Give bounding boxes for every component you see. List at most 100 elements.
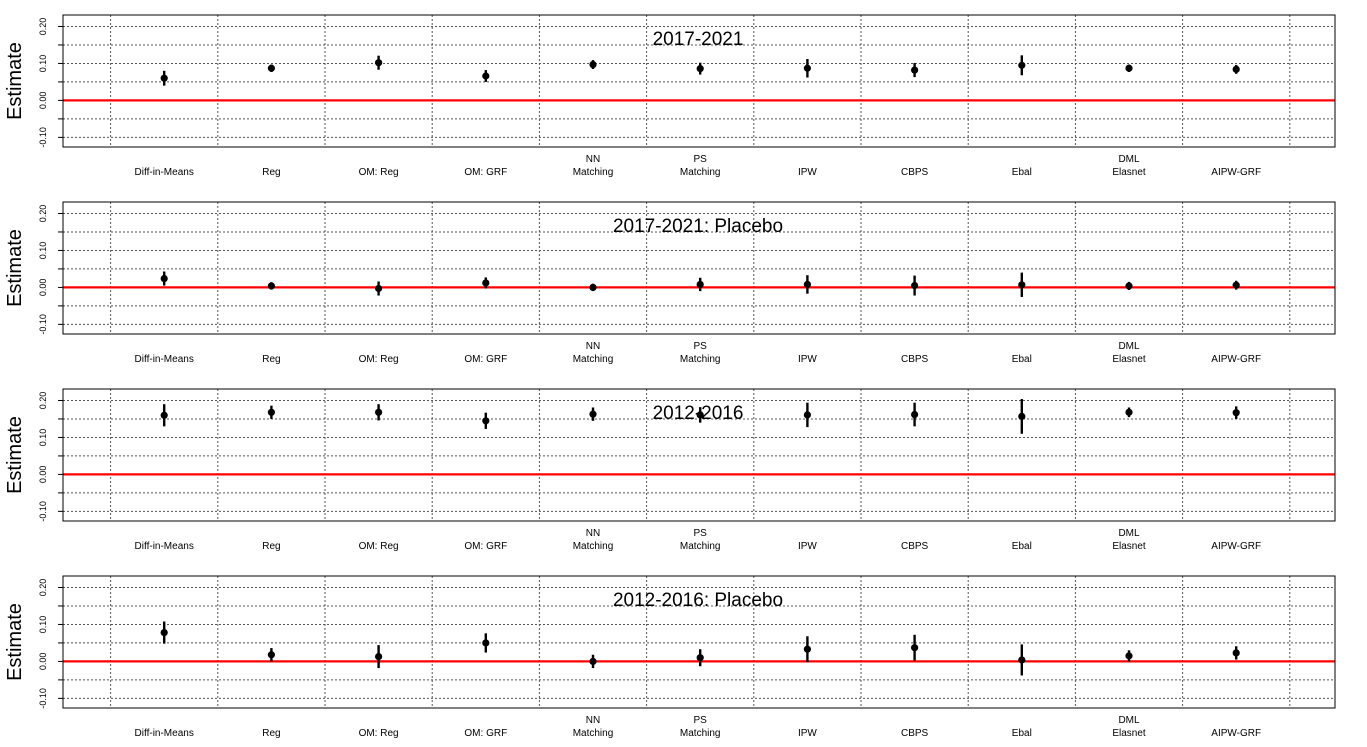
point-estimate bbox=[1232, 649, 1240, 657]
x-tick-label: Ebal bbox=[1012, 167, 1032, 178]
x-tick-label: Matching bbox=[680, 728, 721, 739]
x-tick-label: Matching bbox=[680, 167, 721, 178]
x-tick-label: Reg bbox=[262, 728, 280, 739]
x-tick-label: Diff-in-Means bbox=[135, 728, 194, 739]
point-estimate bbox=[696, 411, 704, 419]
panel-4: -0.10 0.00 0.10 0.20 Estimate Diff-in-Means Re… bbox=[4, 575, 1336, 739]
y-tick-label: 0.10 bbox=[38, 616, 48, 634]
y-tick-label: 0.00 bbox=[38, 466, 48, 484]
point-estimate bbox=[696, 65, 704, 73]
x-tick-label: Elasnet bbox=[1112, 541, 1146, 552]
x-tick-label: Matching bbox=[680, 354, 721, 365]
point-estimate bbox=[375, 59, 383, 67]
x-tick-label: PS bbox=[694, 341, 708, 352]
point-estimate bbox=[1232, 281, 1240, 289]
point-estimate bbox=[482, 279, 490, 287]
x-tick-label: Reg bbox=[262, 354, 280, 365]
point-estimate bbox=[696, 654, 704, 662]
y-tick-label: 0.10 bbox=[38, 55, 48, 73]
point-estimate bbox=[267, 651, 275, 659]
y-tick-label: 0.20 bbox=[38, 205, 48, 223]
y-tick-label: 0.20 bbox=[38, 392, 48, 410]
y-axis-label: Estimate bbox=[4, 229, 26, 307]
point-estimate bbox=[160, 274, 168, 283]
x-tick-label: IPW bbox=[798, 728, 817, 739]
x-tick-label: OM: Reg bbox=[359, 728, 399, 739]
x-tick-label: IPW bbox=[798, 167, 817, 178]
point-estimate bbox=[803, 411, 812, 419]
y-axis-label: Estimate bbox=[4, 42, 26, 120]
x-tick-label: CBPS bbox=[901, 728, 929, 739]
x-tick-label: NN bbox=[586, 528, 600, 539]
x-tick-label: NN bbox=[586, 341, 600, 352]
x-tick-label: Diff-in-Means bbox=[135, 167, 194, 178]
point-estimate bbox=[375, 408, 383, 416]
point-estimate bbox=[267, 64, 275, 72]
point-estimate bbox=[482, 417, 490, 425]
x-tick-label: PS bbox=[694, 154, 708, 165]
point-estimate bbox=[1232, 409, 1240, 417]
point-estimate bbox=[160, 628, 168, 637]
point-estimate bbox=[911, 410, 919, 419]
point-estimate bbox=[911, 644, 919, 652]
x-tick-label: OM: Reg bbox=[359, 354, 399, 365]
point-estimate bbox=[1232, 65, 1240, 73]
x-tick-label: Matching bbox=[573, 354, 614, 365]
plot-frame bbox=[62, 575, 1336, 709]
panel-3: -0.10 0.00 0.10 0.20 Estimate Diff-in-Means Re… bbox=[4, 388, 1336, 552]
x-tick-label: Elasnet bbox=[1112, 728, 1146, 739]
point-estimate bbox=[911, 281, 919, 290]
point-estimate bbox=[696, 280, 704, 289]
x-tick-label: Reg bbox=[262, 541, 280, 552]
point-estimate bbox=[1125, 652, 1133, 660]
x-tick-label: CBPS bbox=[901, 541, 929, 552]
y-tick-label: 0.00 bbox=[38, 653, 48, 671]
x-tick-label: DML bbox=[1118, 154, 1140, 165]
point-estimate bbox=[375, 284, 383, 293]
x-tick-label: AIPW-GRF bbox=[1211, 541, 1261, 552]
x-tick-label: Elasnet bbox=[1112, 354, 1146, 365]
panel-title: 2012-2016: Placebo bbox=[613, 590, 783, 611]
point-estimate bbox=[589, 283, 597, 292]
point-estimate bbox=[375, 652, 383, 661]
point-estimate bbox=[1018, 281, 1026, 289]
point-estimate bbox=[589, 657, 597, 666]
point-estimate bbox=[803, 645, 812, 653]
x-tick-label: Matching bbox=[573, 541, 614, 552]
x-tick-label: OM: GRF bbox=[464, 167, 507, 178]
plot-frame bbox=[62, 201, 1336, 335]
point-estimate bbox=[482, 72, 490, 80]
x-tick-label: OM: Reg bbox=[359, 541, 399, 552]
plot-frame bbox=[62, 14, 1336, 148]
point-estimate bbox=[160, 411, 168, 419]
x-tick-label: Diff-in-Means bbox=[135, 354, 194, 365]
x-tick-label: IPW bbox=[798, 541, 817, 552]
x-tick-label: Elasnet bbox=[1112, 167, 1146, 178]
x-tick-label: AIPW-GRF bbox=[1211, 354, 1261, 365]
point-estimate bbox=[1125, 282, 1133, 290]
x-tick-label: IPW bbox=[798, 354, 817, 365]
panel-title: 2017-2021 bbox=[653, 29, 744, 50]
y-tick-label: 0.10 bbox=[38, 242, 48, 260]
point-estimate bbox=[911, 66, 919, 74]
x-tick-label: CBPS bbox=[901, 354, 929, 365]
panel-1: -0.10 0.00 0.10 0.20 Estimate Diff-in-Means Re… bbox=[4, 14, 1336, 178]
point-estimate bbox=[482, 639, 490, 647]
x-tick-label: OM: GRF bbox=[464, 541, 507, 552]
x-tick-label: Diff-in-Means bbox=[135, 541, 194, 552]
x-tick-label: Ebal bbox=[1012, 728, 1032, 739]
y-tick-label: -0.10 bbox=[38, 501, 48, 522]
point-estimate bbox=[1125, 64, 1133, 72]
x-tick-label: OM: GRF bbox=[464, 354, 507, 365]
x-tick-label: NN bbox=[586, 715, 600, 726]
point-estimate bbox=[160, 74, 168, 82]
x-tick-label: CBPS bbox=[901, 167, 929, 178]
y-tick-label: 0.00 bbox=[38, 92, 48, 110]
y-tick-label: -0.10 bbox=[38, 127, 48, 148]
x-tick-label: DML bbox=[1118, 715, 1140, 726]
x-tick-label: PS bbox=[694, 528, 708, 539]
x-tick-label: Ebal bbox=[1012, 354, 1032, 365]
point-estimate bbox=[1125, 408, 1133, 416]
x-tick-label: OM: Reg bbox=[359, 167, 399, 178]
point-estimate bbox=[589, 60, 597, 69]
